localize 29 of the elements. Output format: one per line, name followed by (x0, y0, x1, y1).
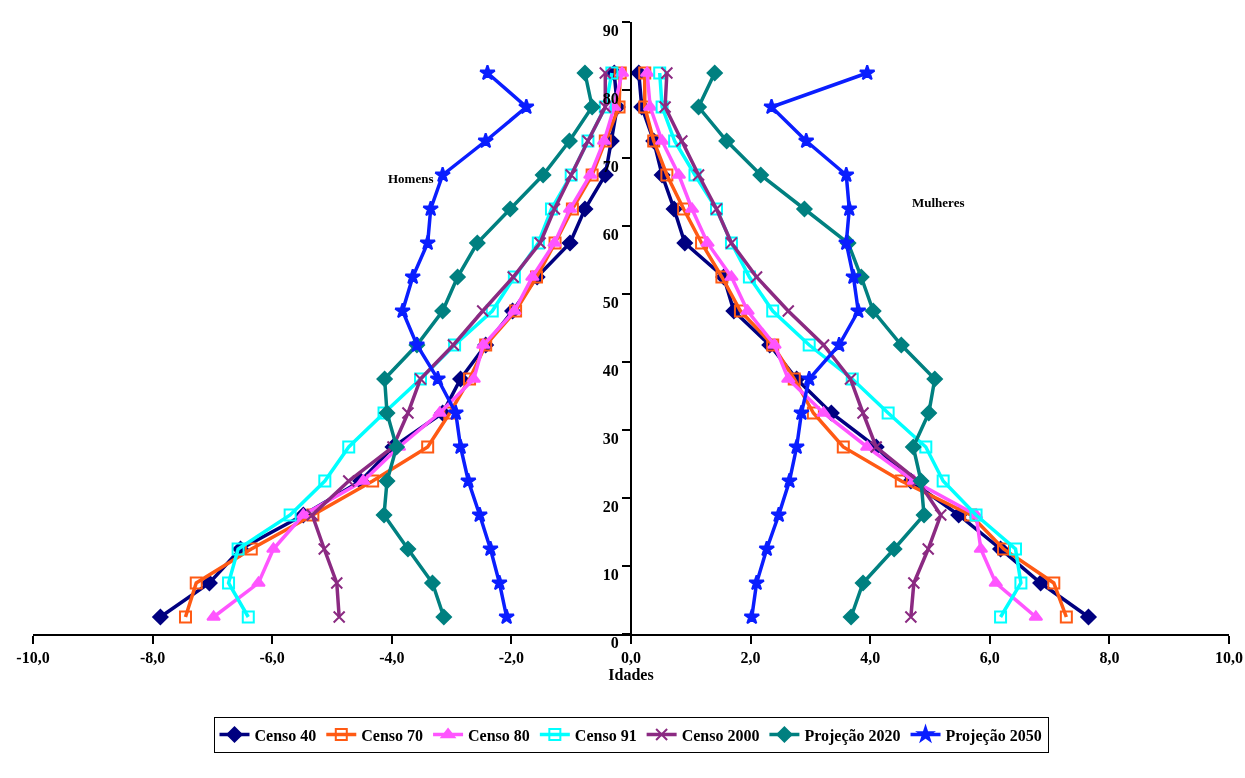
x-tick-label: 8,0 (1099, 649, 1120, 667)
legend-label: Censo 70 (361, 726, 424, 744)
y-tick-label: 40 (602, 361, 619, 379)
legend-label: Projeção 2050 (945, 726, 1042, 745)
legend-label: Censo 80 (468, 726, 530, 744)
legend-label: Censo 91 (574, 726, 637, 744)
y-tick-label: 20 (602, 497, 619, 515)
x-tick-label: -4,0 (379, 649, 405, 667)
x-tick-label: 10,0 (1215, 649, 1243, 667)
x-tick-label: -2,0 (498, 649, 525, 667)
y-tick-label: 0 (610, 633, 619, 651)
x-tick-label: -10,0 (16, 649, 50, 667)
x-tick-label: 4,0 (860, 649, 881, 667)
legend-label: Projeção 2020 (804, 726, 901, 745)
y-tick-label: 10 (602, 565, 619, 583)
x-tick-label: -6,0 (259, 649, 285, 667)
x-tick-label: 0,0 (621, 649, 641, 667)
annotation: Homens (388, 171, 434, 186)
x-tick-label: 2,0 (740, 649, 761, 667)
x-tick-label: -8,0 (139, 649, 166, 667)
y-tick-label: 30 (602, 429, 619, 447)
y-tick-label: 60 (602, 225, 619, 243)
legend-label: Censo 40 (254, 726, 317, 744)
annotation: Mulheres (912, 195, 965, 210)
y-tick-label: 90 (602, 21, 619, 39)
x-tick-label: 6,0 (979, 649, 1000, 667)
x-axis-title: Idades (608, 666, 654, 684)
legend-label: Censo 2000 (681, 726, 760, 744)
y-tick-label: 50 (602, 293, 619, 311)
